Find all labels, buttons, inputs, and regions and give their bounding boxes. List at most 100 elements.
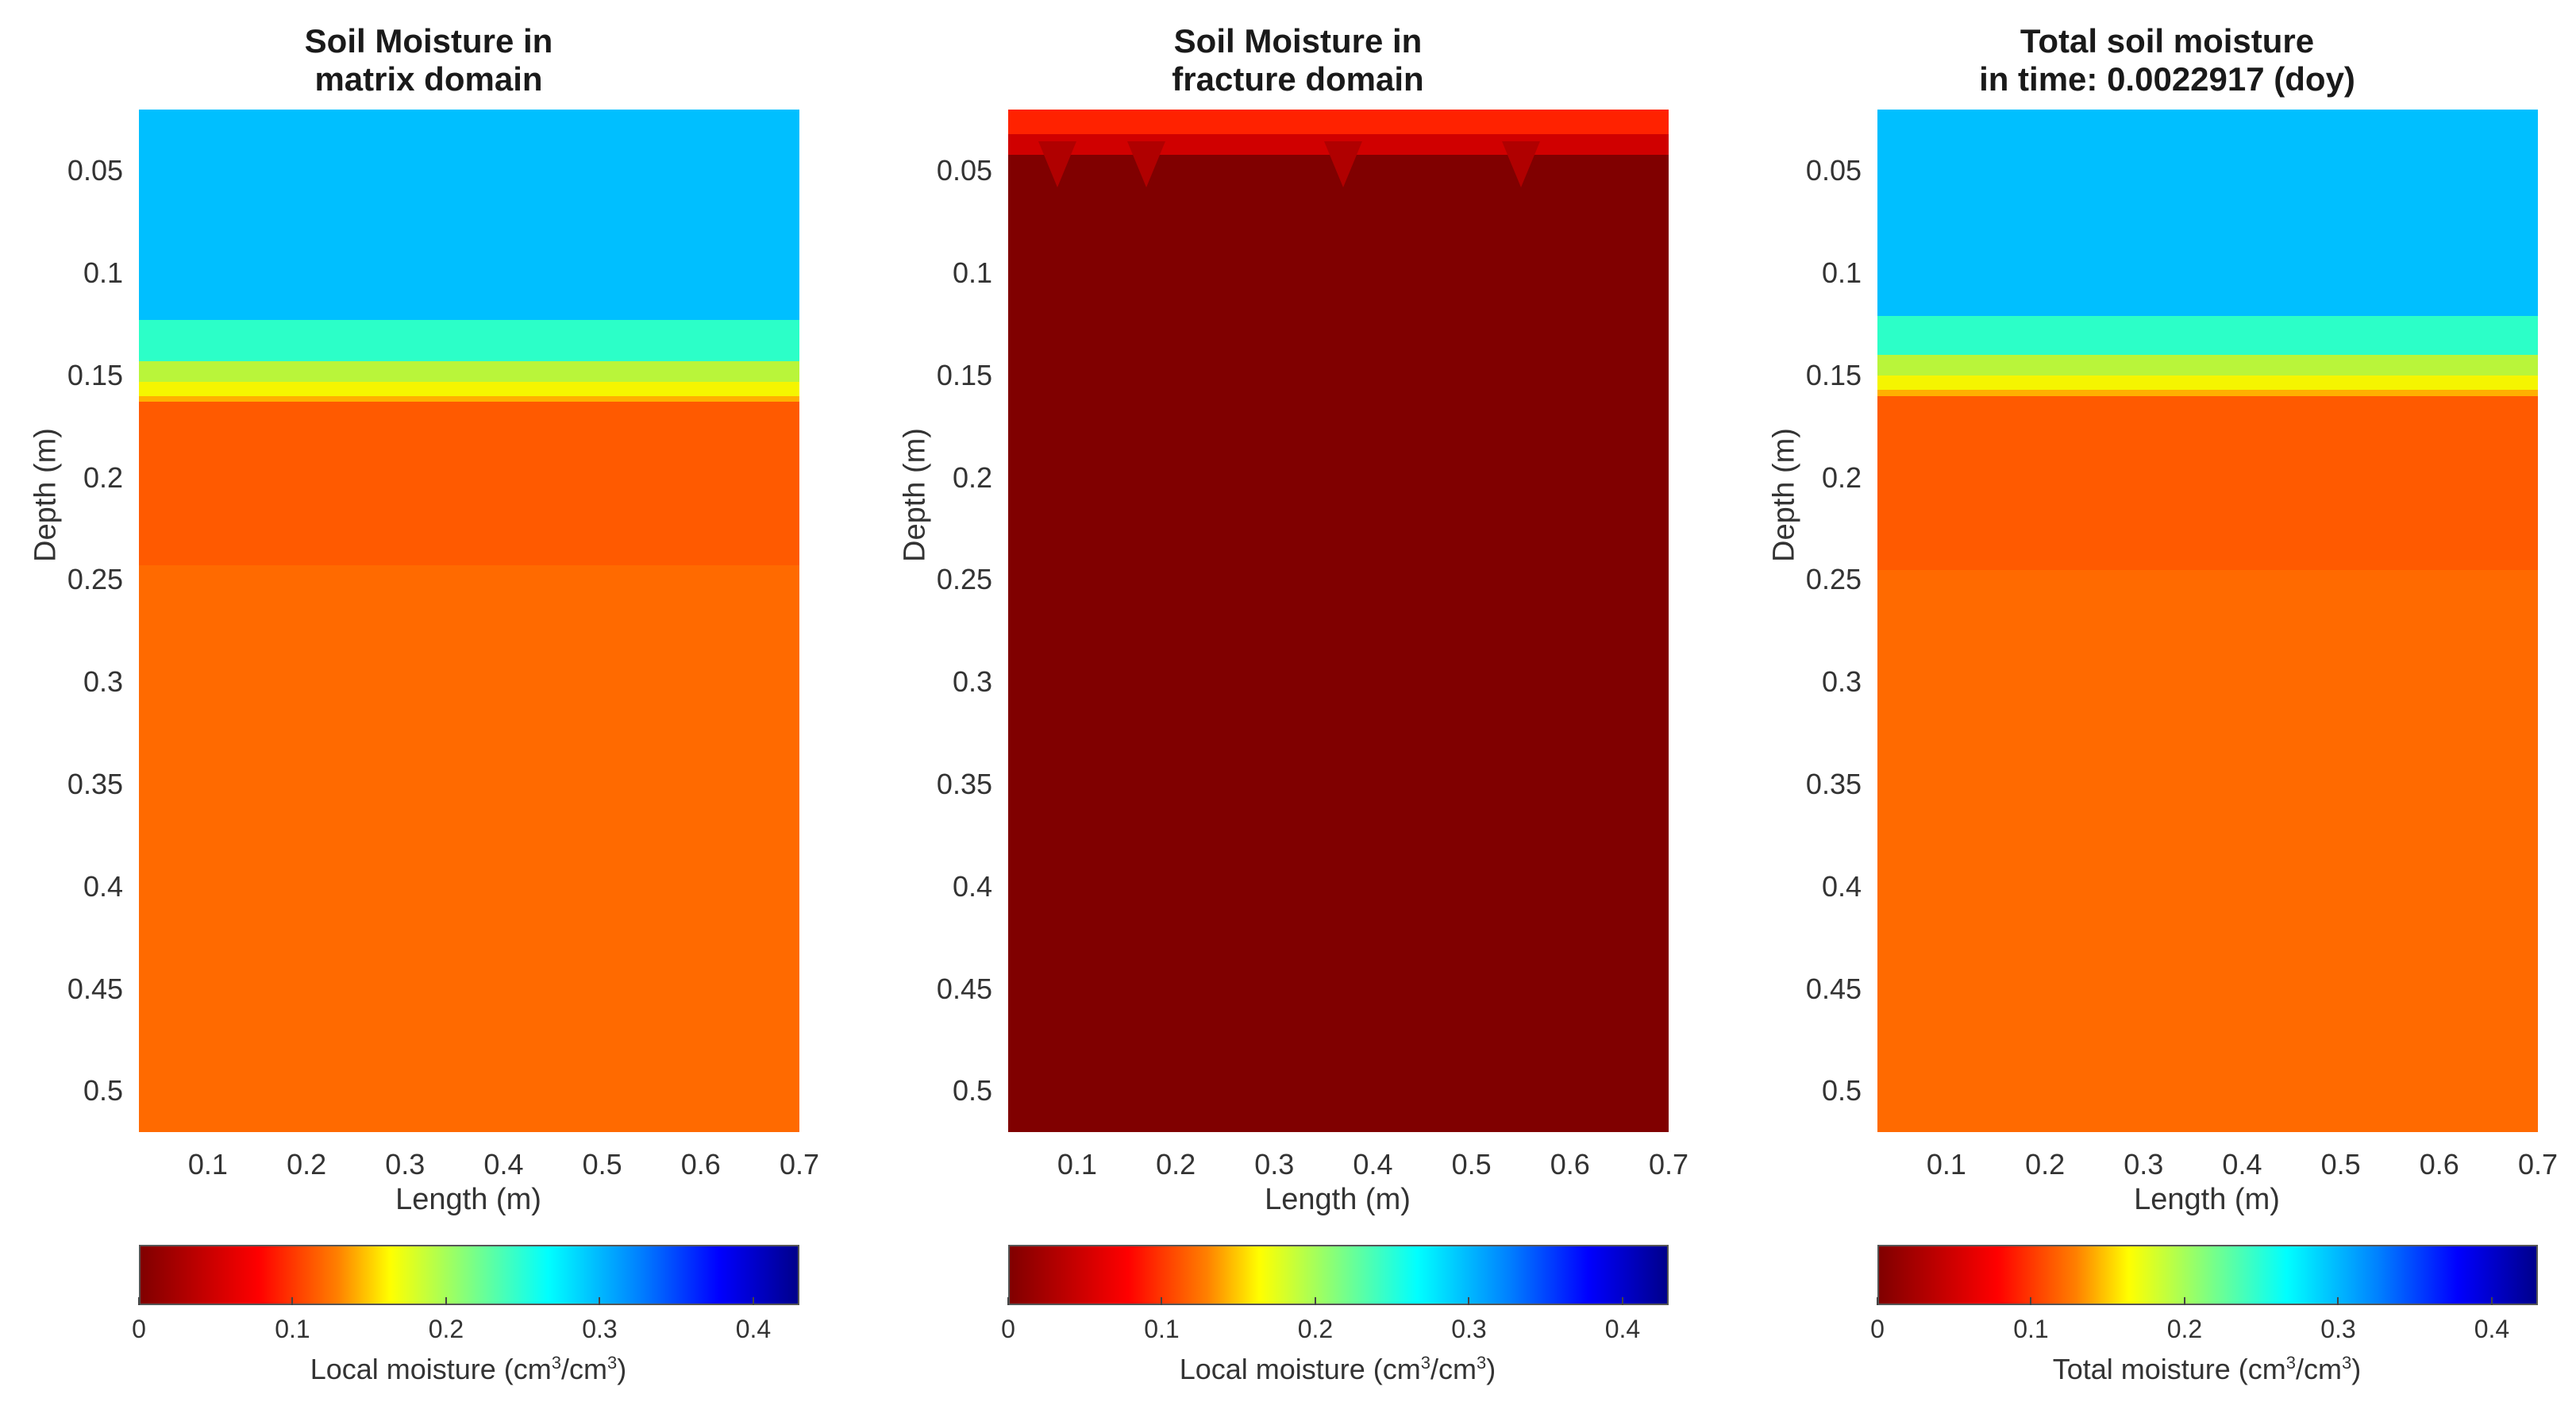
colorbar-label-text: /cm xyxy=(561,1353,608,1385)
colorbar-tick-label: 0 xyxy=(1001,1315,1015,1343)
colorbar-label-text: Local moisture (cm xyxy=(310,1353,552,1385)
infiltration-cone xyxy=(1126,141,1165,187)
colorbar-tick-mark xyxy=(2490,1297,2493,1305)
moisture-band xyxy=(139,565,799,1132)
y-tick-label: 0.3 xyxy=(1821,665,1862,699)
x-tick-label: 0.7 xyxy=(779,1148,820,1181)
colorbar-tick-mark xyxy=(291,1297,294,1305)
colorbar-label: Local moisture (cm3/cm3) xyxy=(139,1353,798,1386)
chart-panel: Soil Moisture in matrix domain 0.05 0.1 0.15… xyxy=(0,0,857,1402)
x-tick-label: 0.2 xyxy=(287,1148,327,1181)
x-tick-label: 0.1 xyxy=(1926,1148,1966,1181)
y-tick-label: 0.1 xyxy=(1821,256,1862,290)
colorbar-label-exponent: 3 xyxy=(551,1353,562,1373)
colorbar-label-text: Local moisture (cm xyxy=(1179,1353,1421,1385)
y-axis-label: Depth (m) xyxy=(898,428,932,562)
x-tick-label: 0.4 xyxy=(483,1148,524,1181)
infiltration-cone xyxy=(1324,141,1363,187)
heatmap-plot-area xyxy=(1008,110,1669,1132)
moisture-band xyxy=(1877,355,2538,376)
y-tick-label: 0.45 xyxy=(67,972,123,1005)
y-tick-label: 0.3 xyxy=(952,665,992,699)
x-tick-label: 0.7 xyxy=(2517,1148,2559,1181)
y-tick-label: 0.45 xyxy=(1805,972,1862,1005)
y-tick-label: 0.4 xyxy=(952,869,992,903)
colorbar-label-text: ) xyxy=(617,1353,627,1385)
y-tick-label: 0.4 xyxy=(1821,869,1862,903)
colorbar-tick-mark xyxy=(2183,1297,2185,1305)
colorbar-label-text: /cm xyxy=(2296,1353,2343,1385)
moisture-band xyxy=(139,381,799,397)
x-tick-label: 0.6 xyxy=(680,1148,721,1181)
heatmap-plot-area xyxy=(139,110,799,1132)
colorbar-tick-mark xyxy=(599,1297,601,1305)
x-tick-label: 0.6 xyxy=(1550,1148,1590,1181)
colorbar-tick-label: 0.2 xyxy=(428,1315,464,1343)
chart-title-line: Soil Moisture in xyxy=(1173,22,1423,60)
chart-title: Soil Moisture in fracture domain xyxy=(869,22,1727,98)
y-tick-label: 0.05 xyxy=(67,154,123,187)
colorbar xyxy=(1877,1245,2538,1305)
moisture-band xyxy=(1877,389,2538,397)
colorbar-tick-label: 0.4 xyxy=(1604,1315,1641,1343)
moisture-band xyxy=(139,360,799,383)
colorbar-tick-mark xyxy=(445,1297,447,1305)
colorbar xyxy=(139,1245,799,1305)
x-tick-label: 0.3 xyxy=(2124,1148,2164,1181)
x-tick-label: 0.1 xyxy=(1057,1148,1097,1181)
y-tick-label: 0.35 xyxy=(1805,768,1862,801)
heatmap-plot-area xyxy=(1877,110,2538,1132)
colorbar-label-exponent: 3 xyxy=(2342,1353,2352,1373)
y-tick-label: 0.35 xyxy=(936,768,992,801)
y-tick-label: 0.4 xyxy=(83,869,123,903)
colorbar-tick-mark xyxy=(2030,1297,2032,1305)
moisture-band xyxy=(139,402,799,567)
y-tick-label: 0.2 xyxy=(1821,460,1862,494)
y-tick-label: 0.3 xyxy=(83,665,123,699)
x-tick-label: 0.3 xyxy=(385,1148,425,1181)
moisture-band xyxy=(139,395,799,403)
x-axis-label: Length (m) xyxy=(1265,1183,1411,1216)
colorbar-tick-label: 0.3 xyxy=(1451,1315,1487,1343)
x-tick-label: 0.2 xyxy=(2025,1148,2066,1181)
colorbar-tick-mark xyxy=(1877,1297,1878,1305)
x-tick-label: 0.2 xyxy=(1156,1148,1196,1181)
chart-title: Soil Moisture in matrix domain xyxy=(0,22,857,98)
moisture-band xyxy=(1877,110,2538,318)
colorbar-tick-label: 0.1 xyxy=(2013,1315,2049,1343)
colorbar-tick-mark xyxy=(1314,1297,1316,1305)
chart-title-line: Soil Moisture in xyxy=(304,22,553,60)
y-tick-label: 0.15 xyxy=(936,358,992,391)
colorbar-tick-label: 0 xyxy=(132,1315,146,1343)
colorbar-label-text: Total moisture (cm xyxy=(2052,1353,2286,1385)
colorbar-tick-label: 0.4 xyxy=(2474,1315,2510,1343)
colorbar-tick-mark xyxy=(1621,1297,1623,1305)
y-tick-label: 0.5 xyxy=(1821,1074,1862,1107)
moisture-band xyxy=(1877,395,2538,571)
moisture-band xyxy=(1877,316,2538,356)
y-tick-label: 0.25 xyxy=(1805,563,1862,596)
x-tick-label: 0.5 xyxy=(1451,1148,1492,1181)
infiltration-cone xyxy=(1038,141,1077,187)
colorbar-tick-mark xyxy=(138,1297,140,1305)
colorbar-tick-label: 0 xyxy=(1870,1315,1885,1343)
moisture-band xyxy=(1877,569,2538,1132)
colorbar-tick-mark xyxy=(1161,1297,1163,1305)
colorbar-tick-label: 0.3 xyxy=(2320,1315,2356,1343)
colorbar-label-exponent: 3 xyxy=(1420,1353,1431,1373)
colorbar-tick-label: 0.4 xyxy=(735,1315,772,1343)
moisture-band xyxy=(1008,154,1669,1132)
chart-title-line: in time: 0.0022917 (doy) xyxy=(1979,60,2355,98)
moisture-band xyxy=(1877,375,2538,391)
colorbar-label: Total moisture (cm3/cm3) xyxy=(1877,1353,2536,1386)
chart-title-line: fracture domain xyxy=(1172,60,1424,98)
y-tick-label: 0.05 xyxy=(1805,154,1862,187)
colorbar-tick-mark xyxy=(2337,1297,2339,1305)
x-tick-label: 0.6 xyxy=(2419,1148,2459,1181)
x-axis-label: Length (m) xyxy=(395,1183,541,1216)
y-tick-label: 0.35 xyxy=(67,768,123,801)
chart-panel: Total soil moisture in time: 0.0022917 (d… xyxy=(1739,0,2576,1402)
chart-title-line: Total soil moisture xyxy=(2020,22,2315,60)
x-tick-label: 0.1 xyxy=(187,1148,228,1181)
moisture-band xyxy=(139,320,799,362)
